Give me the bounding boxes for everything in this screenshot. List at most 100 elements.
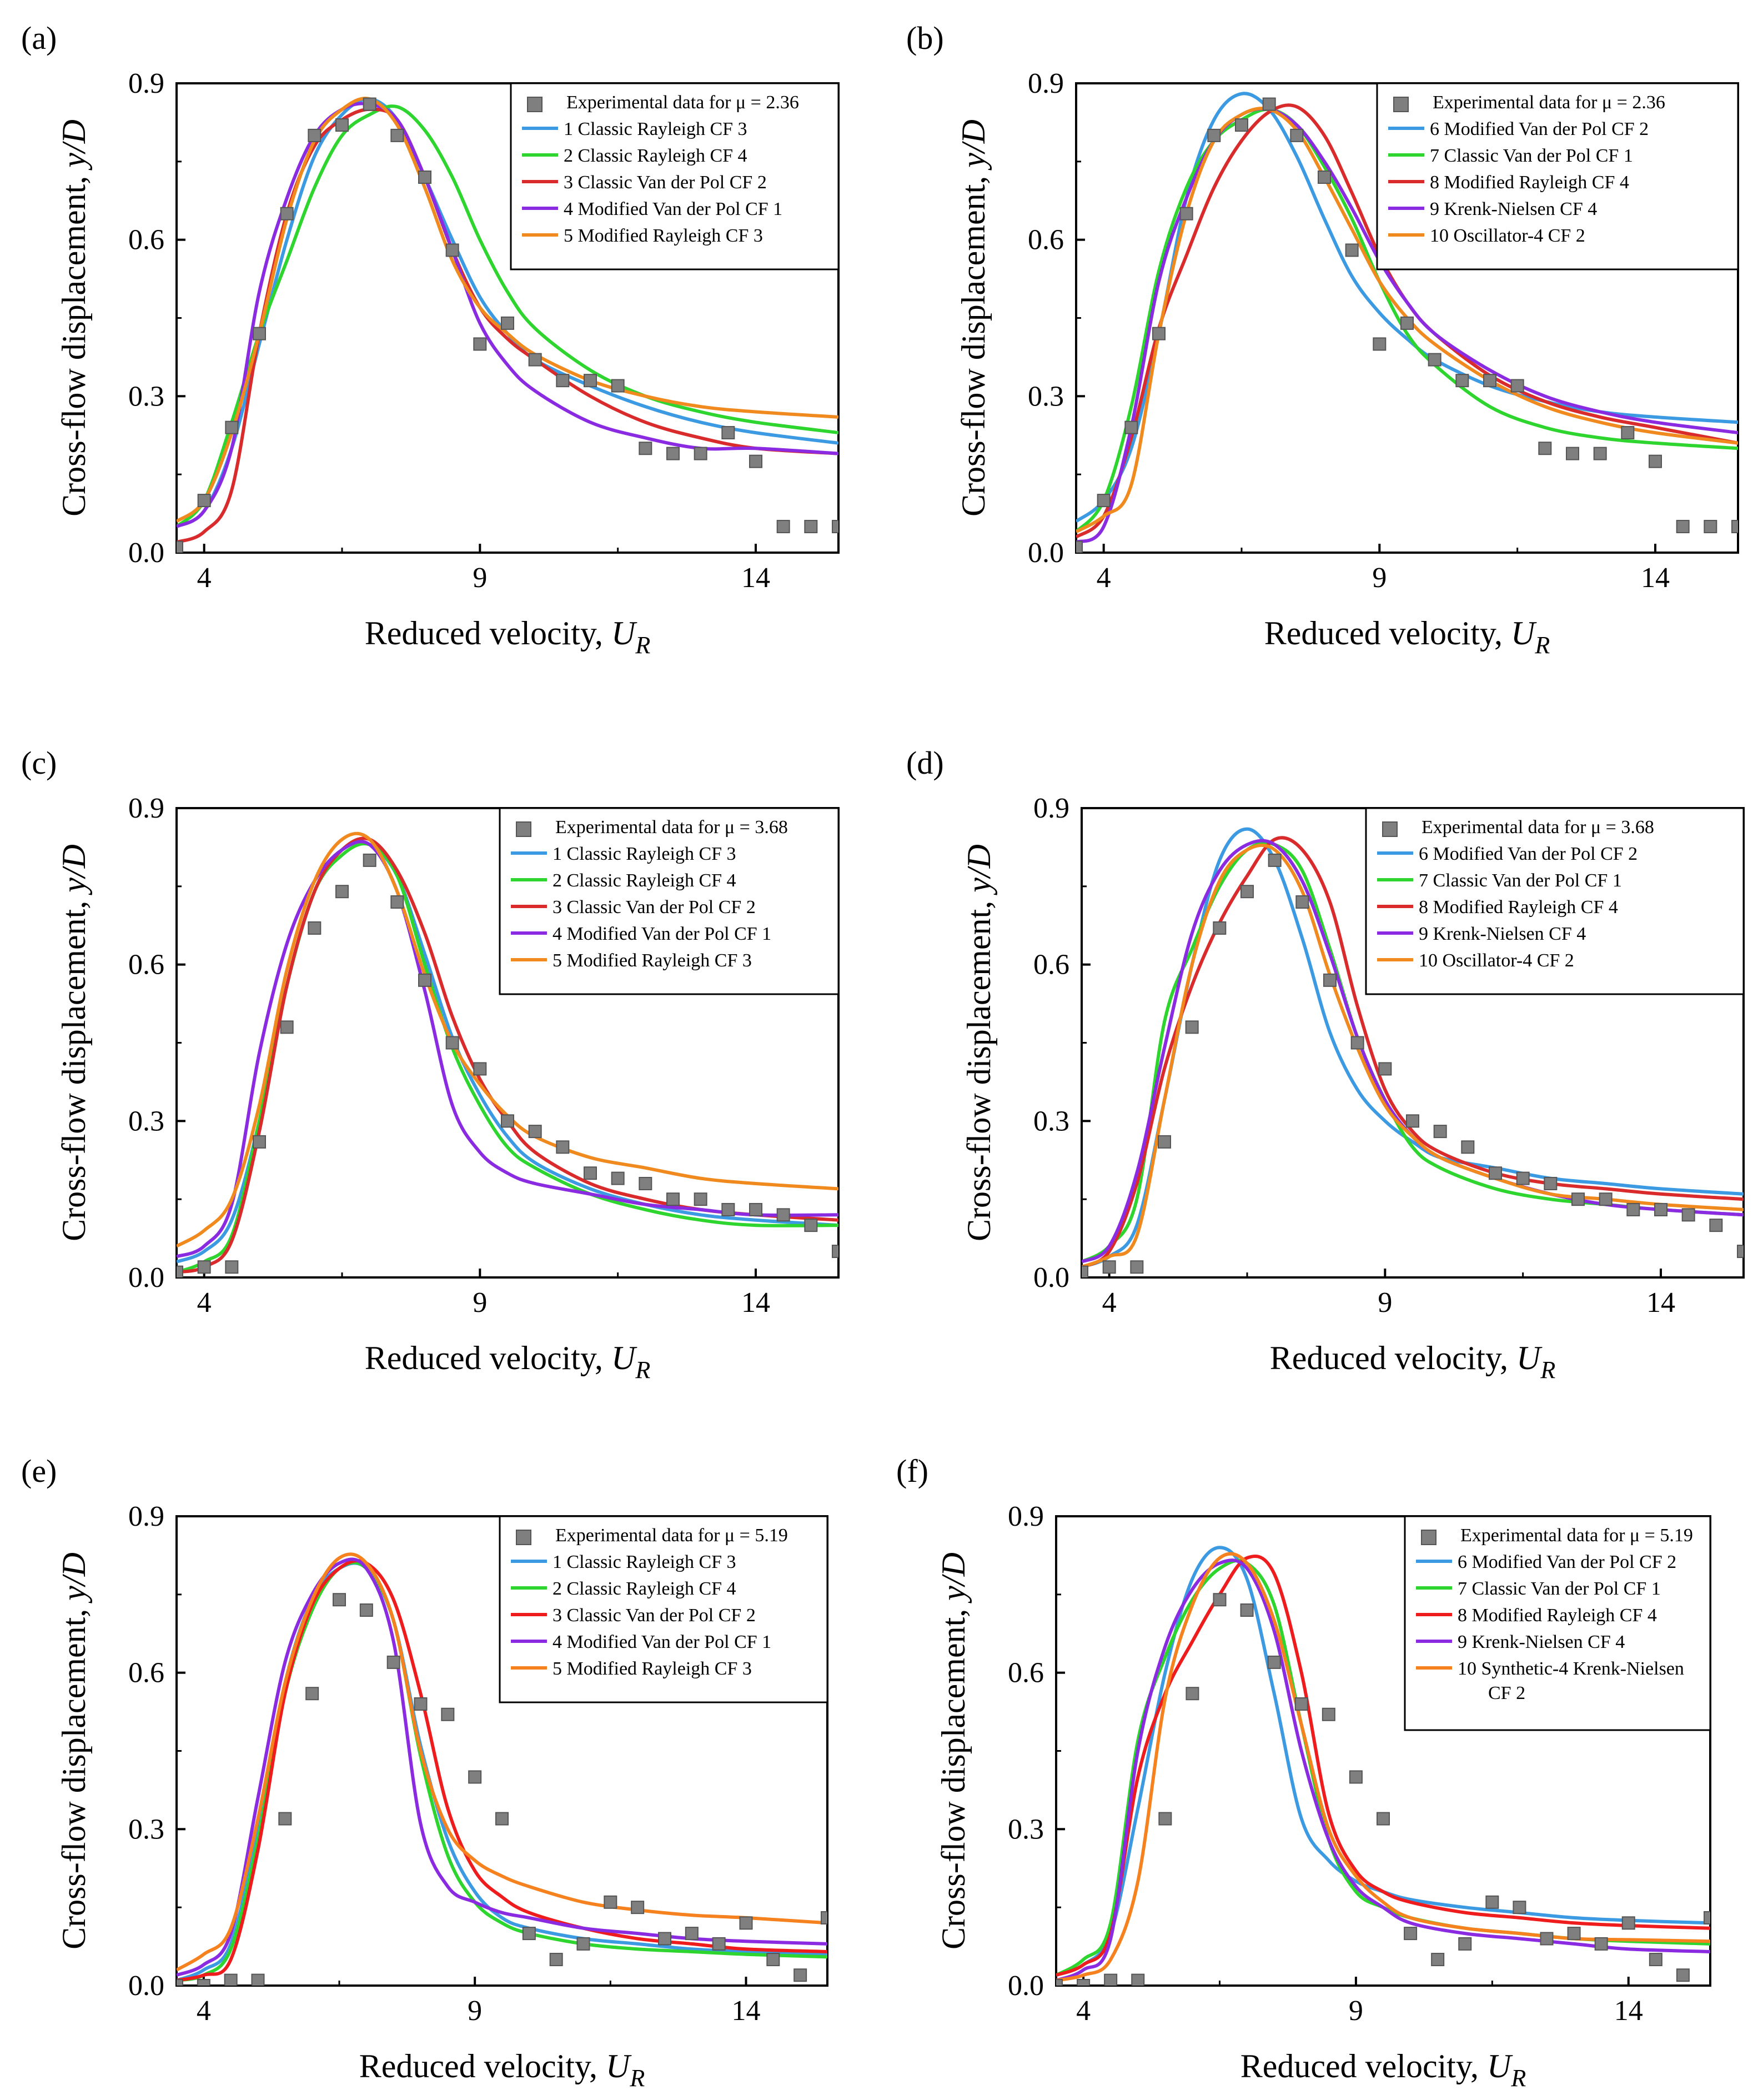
experimental-point bbox=[1378, 1062, 1392, 1076]
panel-label: (e) bbox=[21, 1453, 57, 1489]
experimental-point bbox=[1704, 1911, 1710, 1924]
x-tick-label: 9 bbox=[473, 1287, 487, 1319]
legend-label-3: 8 Modified Rayleigh CF 4 bbox=[1419, 897, 1618, 918]
legend-label-3: 8 Modified Rayleigh CF 4 bbox=[1430, 172, 1629, 193]
experimental-point bbox=[1599, 1192, 1613, 1206]
experimental-point bbox=[1377, 1812, 1390, 1826]
experimental-point bbox=[1262, 97, 1276, 111]
y-axis-label: Cross-flow displacement, y/D bbox=[56, 844, 92, 1241]
experimental-point bbox=[445, 1036, 459, 1050]
legend-label-1: 6 Modified Van der Pol CF 2 bbox=[1458, 1552, 1676, 1572]
experimental-point bbox=[1566, 447, 1579, 460]
experimental-point bbox=[308, 128, 322, 142]
experimental-point bbox=[1213, 1593, 1227, 1607]
experimental-point bbox=[1152, 327, 1166, 340]
chart-panel-a: (a) 0.0 0.3 0.6 0.9 4 9 14 Reduced velocity, UR C… bbox=[21, 20, 840, 659]
experimental-point bbox=[639, 442, 652, 455]
experimental-point bbox=[721, 1202, 735, 1216]
experimental-point bbox=[584, 1166, 597, 1180]
series-line-2 bbox=[177, 842, 838, 1274]
experimental-point bbox=[549, 1953, 563, 1967]
x-tick-label: 14 bbox=[1641, 562, 1670, 594]
experimental-point bbox=[335, 885, 349, 899]
experimental-point bbox=[584, 374, 597, 388]
experimental-point bbox=[177, 540, 183, 553]
y-tick-label: 0.0 bbox=[1033, 1262, 1069, 1294]
legend-label-1: 1 Classic Rayleigh CF 3 bbox=[552, 844, 736, 864]
experimental-point bbox=[197, 1260, 211, 1274]
legend-label-5: 5 Modified Rayleigh CF 3 bbox=[564, 225, 763, 246]
y-tick-label: 0.9 bbox=[1033, 793, 1069, 824]
x-tick-label: 14 bbox=[1646, 1287, 1675, 1319]
y-axis-label: Cross-flow displacement, y/D bbox=[56, 119, 92, 517]
y-tick-label: 0.3 bbox=[1028, 380, 1064, 412]
x-axis-label: Reduced velocity, UR bbox=[365, 1340, 651, 1384]
experimental-point bbox=[1213, 921, 1227, 935]
series-lines bbox=[177, 831, 838, 1274]
x-tick-label: 9 bbox=[468, 1995, 482, 2027]
experimental-point bbox=[1186, 1687, 1199, 1701]
experimental-point bbox=[390, 895, 404, 909]
experimental-point bbox=[1594, 1937, 1608, 1951]
legend-label-5: 10 Oscillator-4 CF 2 bbox=[1430, 225, 1585, 246]
y-axis-label: Cross-flow displacement, y/D bbox=[56, 1552, 92, 1949]
experimental-point bbox=[576, 1937, 590, 1951]
x-axis-label: Reduced velocity, UR bbox=[365, 615, 651, 659]
legend-label-4: 4 Modified Van der Pol CF 1 bbox=[564, 199, 782, 219]
x-axis-label: Reduced velocity, UR bbox=[359, 2048, 645, 2092]
legend-label-experimental: Experimental data for μ = 2.36 bbox=[1433, 92, 1665, 113]
x-tick-label: 9 bbox=[473, 562, 487, 594]
experimental-point bbox=[1626, 1202, 1640, 1216]
experimental-point bbox=[528, 1125, 542, 1139]
legend-label-2: 2 Classic Rayleigh CF 4 bbox=[552, 1578, 736, 1599]
experimental-point bbox=[694, 447, 707, 460]
legend-label-1: 1 Classic Rayleigh CF 3 bbox=[564, 119, 747, 139]
experimental-point bbox=[1131, 1973, 1145, 1986]
legend-label-4: 4 Modified Van der Pol CF 1 bbox=[552, 924, 771, 944]
experimental-point bbox=[441, 1707, 455, 1721]
experimental-point bbox=[776, 520, 790, 534]
x-tick-label: 4 bbox=[1076, 1995, 1091, 2027]
x-axis-label: Reduced velocity, UR bbox=[1240, 2048, 1526, 2092]
experimental-point bbox=[1433, 1125, 1447, 1139]
legend-label-2: 7 Classic Van der Pol CF 1 bbox=[1430, 146, 1633, 166]
experimental-point bbox=[1268, 853, 1282, 867]
experimental-point bbox=[611, 379, 625, 393]
legend-label-2: 7 Classic Van der Pol CF 1 bbox=[1419, 870, 1622, 891]
experimental-point bbox=[749, 1202, 762, 1216]
y-tick-label: 0.6 bbox=[1028, 224, 1064, 256]
experimental-point bbox=[1489, 1166, 1502, 1180]
experimental-point bbox=[1458, 1937, 1472, 1951]
y-tick-label: 0.6 bbox=[1008, 1657, 1044, 1689]
experimental-point bbox=[1731, 520, 1738, 534]
experimental-point bbox=[1538, 442, 1552, 455]
experimental-point bbox=[1571, 1192, 1585, 1206]
x-tick-label: 4 bbox=[1097, 562, 1111, 594]
x-tick-label: 4 bbox=[197, 1287, 212, 1319]
x-tick-label: 14 bbox=[741, 1287, 770, 1319]
legend-label-1: 6 Modified Van der Pol CF 2 bbox=[1430, 119, 1649, 139]
experimental-point bbox=[658, 1932, 671, 1946]
legend-label-5: 5 Modified Rayleigh CF 3 bbox=[552, 950, 752, 971]
legend-label-experimental: Experimental data for μ = 3.68 bbox=[555, 817, 788, 838]
chart-panel-f: (f) 0.0 0.3 0.6 0.9 4 9 14 Reduced velocity, UR C… bbox=[896, 1453, 1711, 2092]
experimental-point bbox=[1294, 1697, 1308, 1711]
y-tick-label: 0.0 bbox=[1008, 1970, 1044, 2002]
experimental-point bbox=[1240, 1603, 1254, 1617]
experimental-point bbox=[1130, 1260, 1144, 1274]
legend-label-2: 7 Classic Van der Pol CF 1 bbox=[1458, 1578, 1661, 1599]
experimental-point bbox=[1290, 128, 1304, 142]
series-line-3 bbox=[1056, 1555, 1710, 1977]
series-line-4 bbox=[177, 1557, 827, 1977]
y-tick-label: 0.9 bbox=[128, 68, 164, 99]
x-axis-label: Reduced velocity, UR bbox=[1264, 615, 1550, 659]
legend-label-5: 5 Modified Rayleigh CF 3 bbox=[552, 1658, 752, 1679]
experimental-point bbox=[1649, 1953, 1662, 1967]
experimental-point bbox=[1373, 337, 1387, 351]
panel-label: (a) bbox=[21, 20, 57, 56]
experimental-point bbox=[278, 1812, 292, 1826]
experimental-point bbox=[501, 316, 514, 330]
experimental-point bbox=[604, 1895, 617, 1909]
experimental-points bbox=[177, 1593, 827, 1986]
